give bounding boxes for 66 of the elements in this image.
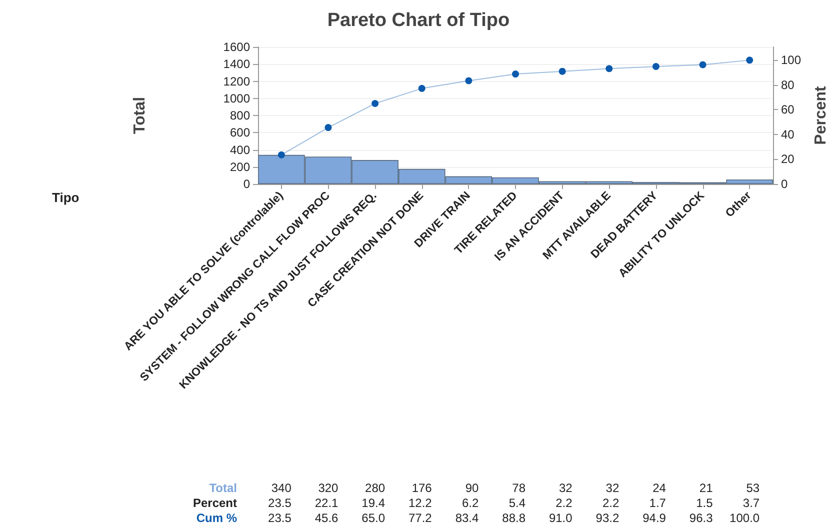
y-tick-label: 1000 bbox=[223, 91, 250, 106]
data-label: 94.9 bbox=[642, 511, 666, 525]
point bbox=[699, 61, 706, 68]
x-axis-title: Tipo bbox=[52, 190, 80, 205]
text: 12.2 bbox=[408, 496, 432, 510]
y2-tick-label: 60 bbox=[781, 102, 795, 117]
data-label: 32 bbox=[606, 481, 620, 495]
data-label: 340 bbox=[271, 481, 292, 495]
text: 6.2 bbox=[462, 496, 479, 510]
text: Cum % bbox=[196, 511, 238, 525]
text: Percent bbox=[192, 496, 237, 510]
point bbox=[278, 151, 285, 158]
y-tick-label: 0 bbox=[243, 177, 250, 191]
text: 23.5 bbox=[268, 496, 292, 510]
y-tick-label: 1200 bbox=[223, 74, 250, 88]
y-tick-label: 1600 bbox=[223, 40, 250, 54]
text: 3.7 bbox=[742, 496, 760, 510]
point bbox=[558, 68, 566, 75]
point bbox=[512, 70, 519, 78]
y-tick-label: 200 bbox=[230, 160, 250, 174]
y2-tick-label: 40 bbox=[781, 127, 795, 142]
y-tick-label: 400 bbox=[230, 142, 250, 157]
y2-axis-title: Percent bbox=[812, 85, 830, 145]
data-label: 65.0 bbox=[362, 511, 386, 525]
y-axis-title: Total bbox=[132, 96, 148, 134]
data-label: 176 bbox=[412, 481, 432, 495]
y-tick-label: 600 bbox=[230, 126, 250, 140]
text: 1.5 bbox=[696, 496, 714, 510]
data-label: 45.6 bbox=[314, 511, 339, 525]
point bbox=[652, 63, 660, 70]
data-label: 88.8 bbox=[502, 511, 526, 525]
text: 5.4 bbox=[508, 496, 526, 510]
point bbox=[372, 100, 379, 108]
y2-tick-label: 20 bbox=[781, 152, 795, 166]
data-label: 90 bbox=[465, 481, 479, 495]
text: 19.4 bbox=[362, 496, 386, 510]
data-label: 93.2 bbox=[596, 511, 620, 525]
point bbox=[324, 124, 332, 132]
data-label: 91.0 bbox=[548, 511, 573, 525]
y-tick-label: 800 bbox=[230, 108, 250, 122]
chart-title: Pareto Chart of Tipo bbox=[327, 10, 510, 31]
text: 22.1 bbox=[314, 496, 339, 510]
text: Total bbox=[209, 481, 237, 495]
y-tick-label: 1400 bbox=[223, 57, 250, 72]
point bbox=[606, 65, 613, 72]
y2-tick-label: 100 bbox=[781, 53, 802, 68]
data-label: 320 bbox=[318, 481, 339, 495]
point bbox=[746, 56, 754, 64]
data-label: 100.0 bbox=[730, 511, 760, 525]
data-label: 83.4 bbox=[455, 511, 480, 525]
data-label: 96.3 bbox=[689, 511, 714, 525]
point bbox=[418, 84, 426, 92]
text: 2.2 bbox=[602, 496, 620, 510]
data-label: 24 bbox=[652, 481, 666, 495]
data-label: 23.5 bbox=[268, 511, 292, 525]
data-label: 78 bbox=[512, 481, 526, 495]
text: 1.7 bbox=[649, 496, 666, 510]
data-label: 53 bbox=[746, 481, 760, 495]
data-label: 77.2 bbox=[408, 511, 432, 525]
data-label: 21 bbox=[699, 481, 714, 495]
y2-tick-label: 80 bbox=[781, 78, 795, 92]
y2-tick-label: 0 bbox=[781, 177, 788, 191]
text: 2.2 bbox=[556, 496, 573, 510]
data-label: 32 bbox=[558, 481, 573, 495]
point bbox=[465, 77, 472, 84]
data-label: 280 bbox=[365, 481, 386, 495]
